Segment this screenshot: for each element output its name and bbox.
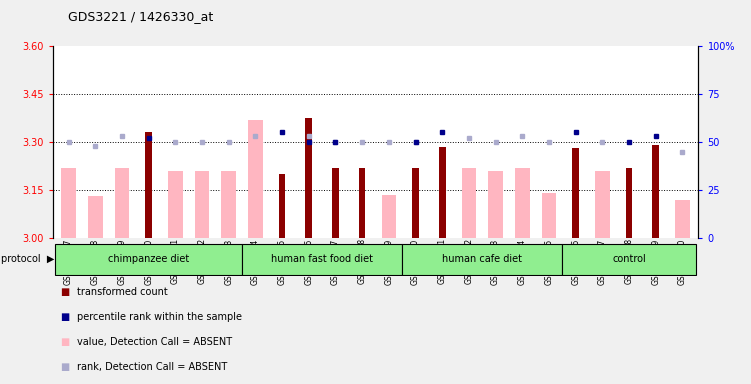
Bar [382,195,397,238]
Bar [412,168,419,238]
Bar [279,174,285,238]
Bar [248,120,263,238]
Text: ■: ■ [60,337,69,347]
Text: protocol  ▶: protocol ▶ [1,254,54,264]
Text: GDS3221 / 1426330_at: GDS3221 / 1426330_at [68,10,213,23]
Text: rank, Detection Call = ABSENT: rank, Detection Call = ABSENT [77,362,227,372]
Text: ■: ■ [60,312,69,322]
Text: human cafe diet: human cafe diet [442,253,522,263]
Bar [403,244,562,275]
Bar [675,200,689,238]
Text: GSM144723: GSM144723 [491,238,500,285]
Text: GSM144709: GSM144709 [117,238,126,285]
Text: GSM144721: GSM144721 [438,238,447,285]
Bar [515,168,529,238]
Text: GSM144716: GSM144716 [304,238,313,285]
Text: GSM144728: GSM144728 [625,238,634,285]
Text: GSM144722: GSM144722 [464,238,473,285]
Text: GSM144726: GSM144726 [572,238,581,285]
Text: GSM144707: GSM144707 [64,238,73,285]
Text: value, Detection Call = ABSENT: value, Detection Call = ABSENT [77,337,232,347]
Bar [572,149,579,238]
Bar [541,193,556,238]
Bar [462,168,476,238]
Text: human fast food diet: human fast food diet [271,253,373,263]
Text: GSM144725: GSM144725 [544,238,553,285]
Bar [439,147,445,238]
Bar [222,171,236,238]
Text: GSM144714: GSM144714 [251,238,260,285]
Bar [88,197,103,238]
Text: GSM144727: GSM144727 [598,238,607,285]
Bar [145,132,152,238]
Bar [195,171,210,238]
Text: GSM144715: GSM144715 [278,238,287,285]
Text: ■: ■ [60,362,69,372]
Bar [56,244,242,275]
Bar [332,168,339,238]
Text: GSM144708: GSM144708 [91,238,100,285]
Text: GSM144729: GSM144729 [651,238,660,285]
Text: GSM144724: GSM144724 [517,238,526,285]
Text: GSM144718: GSM144718 [357,238,366,285]
Bar [595,171,610,238]
Bar [115,168,129,238]
Bar [653,145,659,238]
Text: chimpanzee diet: chimpanzee diet [108,253,189,263]
Text: GSM144717: GSM144717 [331,238,340,285]
Text: GSM144710: GSM144710 [144,238,153,285]
Bar [488,171,503,238]
Text: GSM144719: GSM144719 [385,238,394,285]
Text: GSM144713: GSM144713 [225,238,234,285]
Text: percentile rank within the sample: percentile rank within the sample [77,312,242,322]
Text: GSM144711: GSM144711 [170,238,179,285]
Text: transformed count: transformed count [77,287,167,297]
Bar [359,168,366,238]
Bar [562,244,695,275]
Text: control: control [612,253,646,263]
Bar [306,118,312,238]
Text: GSM144720: GSM144720 [411,238,420,285]
Bar [626,168,632,238]
Bar [242,244,403,275]
Text: ■: ■ [60,287,69,297]
Bar [168,171,182,238]
Text: GSM144730: GSM144730 [678,238,687,285]
Text: GSM144712: GSM144712 [198,238,207,285]
Bar [62,168,76,238]
